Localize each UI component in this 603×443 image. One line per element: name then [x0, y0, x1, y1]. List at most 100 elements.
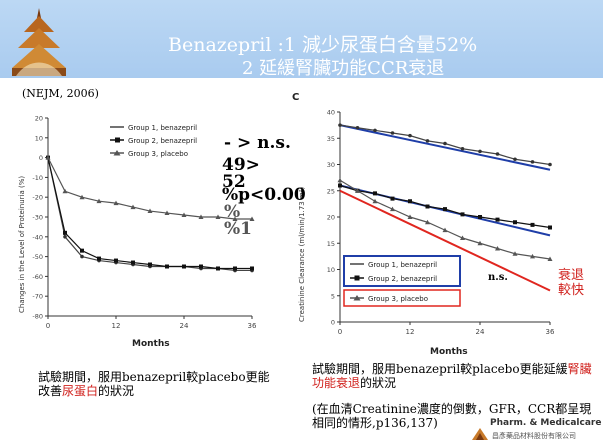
- y-axis-label: Changes in the Level of Proteinuria (%): [18, 176, 26, 313]
- data-point: [478, 149, 482, 154]
- data-point: [408, 133, 412, 138]
- title-line-1: Benazepril :1 減少尿蛋白含量52%: [168, 34, 478, 56]
- data-point: [425, 219, 430, 225]
- data-point: [80, 254, 84, 259]
- y-tick-label: -20: [32, 194, 43, 202]
- data-point: [130, 204, 136, 210]
- left-caption: 試驗期間，服用benazepril較placebo更能改善尿蛋白的狀況: [38, 370, 278, 398]
- y-tick-label: -60: [32, 273, 43, 281]
- right-caption: 試驗期間，服用benazepril較placebo更能延緩腎臟功能衰退的狀況: [312, 362, 592, 390]
- x-tick-label: 0: [46, 322, 50, 330]
- data-point: [337, 177, 343, 183]
- data-point: [250, 266, 254, 271]
- y-tick-label: -70: [32, 293, 43, 301]
- data-point: [233, 266, 237, 271]
- data-point: [512, 251, 518, 256]
- legend: Group 1, benazepril Group 2, benazepril …: [343, 255, 461, 307]
- data-point: [390, 131, 395, 135]
- x-tick-label: 12: [406, 328, 415, 336]
- company-name: Pharm. & Medicalcare: [490, 418, 601, 428]
- right-caption-text: 試驗期間，服用benazepril較placebo更能延緩: [312, 362, 568, 376]
- x-tick-label: 24: [476, 328, 485, 336]
- data-point: [513, 220, 517, 225]
- data-point: [425, 139, 430, 143]
- x-axis-label: Months: [132, 339, 170, 349]
- y-tick-label: 30: [327, 161, 335, 169]
- data-point: [548, 162, 552, 167]
- stat-overlay-4: %p<0.00: [222, 185, 306, 205]
- title-line-2: 2 延緩腎臟功能CCR衰退: [242, 58, 445, 79]
- data-point: [442, 227, 448, 233]
- data-point: [460, 146, 465, 151]
- decline-label: 衰退 較快: [558, 268, 585, 298]
- data-point: [216, 266, 220, 271]
- data-point: [249, 216, 255, 221]
- company-logo: Pharm. & Medicalcare 昌彥藥品材料股份有限公司: [472, 418, 601, 440]
- y-tick-label: -10: [32, 174, 43, 182]
- citation: (NEJM, 2006): [22, 87, 99, 100]
- left-caption-text: 試驗期間，服用benazepril較placebo更能改善: [38, 370, 270, 398]
- data-point: [215, 214, 221, 219]
- stat-overlay-2: 49>: [222, 155, 260, 175]
- data-point: [45, 155, 51, 160]
- header-band: [0, 0, 603, 78]
- data-point: [198, 214, 204, 219]
- data-point: [355, 188, 360, 193]
- x-tick-label: 36: [546, 328, 555, 336]
- trend-line-group1: [339, 124, 551, 171]
- x-tick-label: 36: [248, 322, 257, 330]
- y-tick-label: -50: [32, 253, 43, 261]
- legend-item-1: Group 1, benazepril: [368, 261, 437, 269]
- data-point: [495, 152, 500, 156]
- data-point: [460, 235, 465, 240]
- data-point: [182, 264, 186, 269]
- y-tick-label: 10: [35, 134, 43, 142]
- data-point: [390, 206, 395, 212]
- data-point: [62, 188, 68, 194]
- data-point: [495, 246, 500, 251]
- data-point: [164, 210, 170, 216]
- stat-overlay-6: %1: [224, 219, 252, 239]
- panel-label: C: [292, 92, 299, 103]
- y-tick-label: 5: [331, 292, 335, 300]
- right-caption-tail: 的狀況: [360, 376, 397, 390]
- data-point: [530, 253, 535, 259]
- left-caption-tail: 的狀況: [98, 384, 135, 398]
- data-point: [478, 215, 482, 219]
- data-point: [148, 262, 152, 267]
- data-point: [113, 200, 119, 206]
- data-point: [530, 160, 535, 164]
- legend-item-3: Group 3, placebo: [128, 150, 188, 158]
- x-tick-label: 12: [112, 322, 121, 330]
- data-point: [513, 157, 517, 162]
- data-point: [460, 212, 465, 217]
- y-tick-label: 0: [39, 154, 43, 162]
- data-point: [96, 198, 102, 204]
- y-tick-label: -40: [32, 233, 43, 241]
- y-tick-label: 15: [327, 240, 335, 248]
- data-point: [425, 204, 430, 209]
- data-point: [443, 141, 447, 146]
- data-point: [547, 256, 553, 261]
- data-point: [199, 264, 203, 269]
- x-axis-label: Months: [430, 347, 468, 357]
- legend-item-3: Group 3, placebo: [368, 295, 428, 303]
- data-point: [408, 199, 412, 204]
- data-point: [114, 258, 118, 263]
- data-point: [338, 123, 342, 127]
- y-tick-label: 0: [331, 319, 335, 327]
- right-caption-highlight: 腎臟功能衰退: [312, 362, 592, 390]
- y-tick-label: 35: [327, 135, 335, 143]
- data-point: [372, 198, 378, 204]
- data-point: [63, 230, 67, 235]
- data-point: [147, 208, 153, 214]
- legend-item-1: Group 1, benazepril: [128, 124, 197, 132]
- stat-overlay-5: %: [224, 202, 241, 222]
- data-point: [63, 235, 67, 239]
- data-point: [97, 256, 101, 261]
- proteinuria-chart: Changes in the Level of Proteinuria (%) …: [14, 108, 266, 363]
- left-caption-highlight: 尿蛋白: [62, 384, 99, 398]
- y-tick-label: 10: [327, 266, 335, 274]
- data-point: [373, 128, 377, 133]
- stat-overlay-1: - > n.s.: [224, 133, 291, 153]
